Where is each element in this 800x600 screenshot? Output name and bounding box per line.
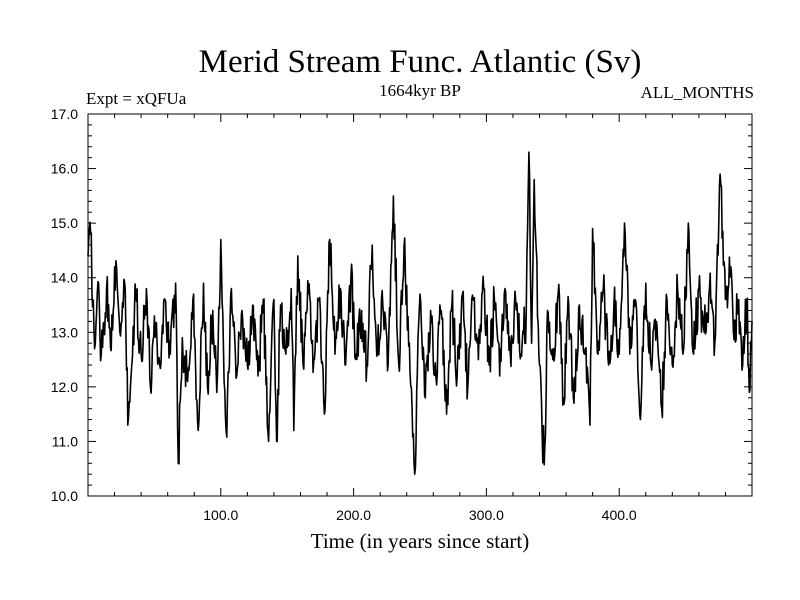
y-tick-labels: 10.0 11.0 12.0 13.0 14.0 15.0 16.0 17.0 (51, 106, 78, 504)
x-axis-label: Time (in years since start) (311, 529, 530, 553)
x-tick-labels: 100.0 200.0 300.0 400.0 (203, 507, 637, 523)
series-line (87, 151, 753, 476)
x-tick-label: 400.0 (602, 507, 637, 523)
y-tick-label: 10.0 (51, 488, 78, 504)
months-label: ALL_MONTHS (641, 83, 754, 102)
period-label: 1664kyr BP (379, 81, 461, 100)
y-tick-label: 13.0 (51, 324, 78, 340)
y-tick-label: 14.0 (51, 270, 78, 286)
y-tick-label: 17.0 (51, 106, 78, 122)
y-tick-label: 16.0 (51, 161, 78, 177)
y-tick-label: 12.0 (51, 379, 78, 395)
chart-title: Merid Stream Func. Atlantic (Sv) (199, 44, 642, 80)
y-tick-label: 11.0 (52, 433, 78, 449)
y-tick-label: 15.0 (51, 215, 78, 231)
x-tick-label: 300.0 (469, 507, 504, 523)
x-tick-label: 100.0 (203, 507, 238, 523)
plot-frame (87, 113, 753, 497)
experiment-label: Expt = xQFUa (86, 89, 187, 108)
x-tick-label: 200.0 (336, 507, 371, 523)
